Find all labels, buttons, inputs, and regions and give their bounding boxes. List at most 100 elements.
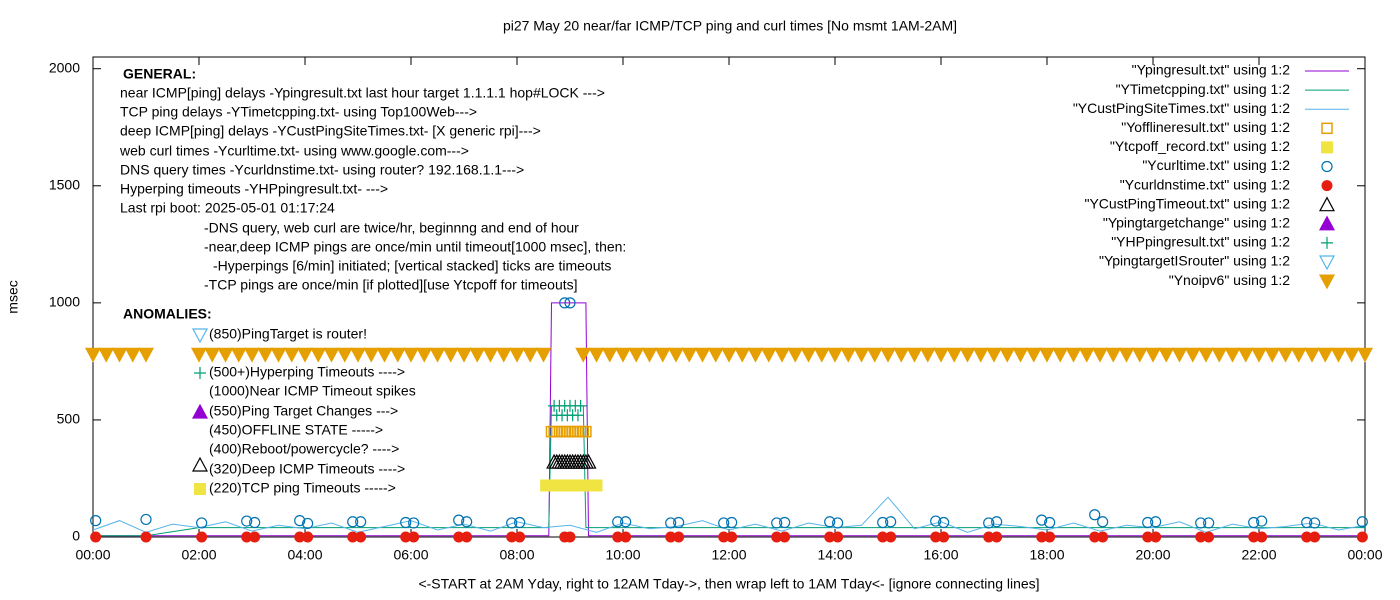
data-point (612, 516, 624, 528)
data-point (376, 347, 393, 363)
data-point (571, 409, 584, 422)
data-point (1256, 531, 1268, 543)
data-point (408, 517, 420, 529)
data-point (1203, 531, 1215, 543)
legend-label: "YCustPingTimeout.txt" using 1:2 (1084, 195, 1290, 211)
legend-label: "Ycurltime.txt" using 1:2 (1142, 157, 1290, 173)
x-tick-label: 18:00 (1029, 547, 1064, 563)
x-tick-label: 00:00 (75, 547, 110, 563)
legend-symbol (1321, 141, 1333, 154)
data-point (1105, 347, 1122, 363)
data-point (1301, 531, 1313, 543)
data-point (787, 347, 804, 363)
data-point (1036, 514, 1048, 526)
legend-symbol (1318, 196, 1336, 212)
annotation: (550)Ping Target Changes ---> (209, 403, 398, 419)
data-point (893, 347, 910, 363)
data-point (196, 531, 208, 543)
data-point (336, 347, 353, 363)
annotation: deep ICMP[ping] delays -YCustPingSiteTim… (120, 123, 541, 139)
data-point (673, 516, 685, 529)
data-point (1171, 347, 1188, 363)
annotation: (320)Deep ICMP Timeouts ----> (209, 461, 405, 477)
data-point (1356, 516, 1368, 528)
data-point (1097, 516, 1109, 528)
data-point (1195, 517, 1207, 529)
data-point (1142, 516, 1154, 529)
data-point (190, 347, 208, 363)
data-point (824, 516, 836, 528)
annotation: (500+)Hyperping Timeouts ----> (209, 364, 405, 380)
annotation: (1000)Near ICMP Timeout spikes (209, 383, 416, 399)
legend-symbol (1321, 122, 1333, 135)
data-point (574, 399, 587, 412)
data-point (1211, 347, 1228, 363)
data-point (347, 531, 359, 543)
legend-symbol (1321, 236, 1333, 249)
data-point (296, 347, 314, 363)
data-point (559, 297, 571, 309)
x-tick-label: 04:00 (287, 547, 322, 563)
data-point (1118, 347, 1135, 363)
data-point (1330, 347, 1347, 363)
data-point (707, 347, 724, 363)
series-line (93, 302, 1365, 537)
data-point (1248, 516, 1260, 529)
legend-symbol (1321, 160, 1333, 173)
data-point (124, 347, 141, 363)
data-point (665, 517, 677, 529)
y-tick-label: 1000 (49, 294, 80, 310)
data-point (1301, 516, 1313, 529)
data-point (302, 517, 314, 530)
data-point (442, 347, 459, 363)
data-point (694, 347, 711, 363)
annotation: (450)OFFLINE STATE -----> (209, 422, 383, 438)
data-point (363, 347, 380, 363)
data-point (137, 347, 155, 363)
data-point (111, 347, 128, 363)
data-point (826, 347, 844, 363)
data-point (654, 347, 671, 363)
annotation: Last rpi boot: 2025-05-01 01:17:24 (120, 200, 335, 216)
data-point (983, 531, 995, 543)
data-point (302, 531, 314, 543)
data-point (932, 347, 950, 363)
data-point (771, 517, 783, 529)
data-point (1052, 347, 1069, 363)
data-point (1256, 515, 1268, 527)
chart-title: pi27 May 20 near/far ICMP/TCP ping and c… (503, 18, 957, 34)
y-tick-label: 2000 (49, 59, 80, 75)
data-point (946, 347, 963, 363)
annotation: Hyperping timeouts -YHPpingresult.txt- -… (120, 181, 388, 197)
data-point (718, 531, 730, 543)
data-point (243, 347, 261, 363)
data-point (832, 517, 844, 529)
data-point (506, 517, 518, 529)
annotation: (850)PingTarget is router! (209, 326, 367, 342)
data-point (718, 517, 730, 529)
data-point (1044, 516, 1056, 529)
legend-label: "YCustPingSiteTimes.txt" using 1:2 (1073, 100, 1290, 116)
annotation: -near,deep ICMP pings are once/min until… (204, 239, 626, 255)
data-point (1091, 347, 1109, 363)
data-point (575, 347, 592, 363)
data-point (90, 531, 102, 543)
data-point (1356, 531, 1368, 543)
x-tick-label: 08:00 (499, 547, 534, 563)
data-point (779, 516, 791, 529)
annotation: (220)TCP ping Timeouts -----> (209, 480, 396, 496)
data-point (1036, 531, 1048, 543)
data-point (760, 347, 777, 363)
data-point (283, 347, 300, 363)
data-point (1250, 347, 1268, 363)
data-point (294, 531, 306, 543)
data-point (726, 516, 738, 529)
data-point (1025, 347, 1042, 363)
data-point (1277, 347, 1294, 363)
annotation: GENERAL: (123, 66, 196, 82)
legend-symbol (1318, 255, 1336, 271)
anomaly-icon (191, 403, 209, 419)
data-point (832, 531, 844, 543)
data-point (84, 347, 102, 363)
